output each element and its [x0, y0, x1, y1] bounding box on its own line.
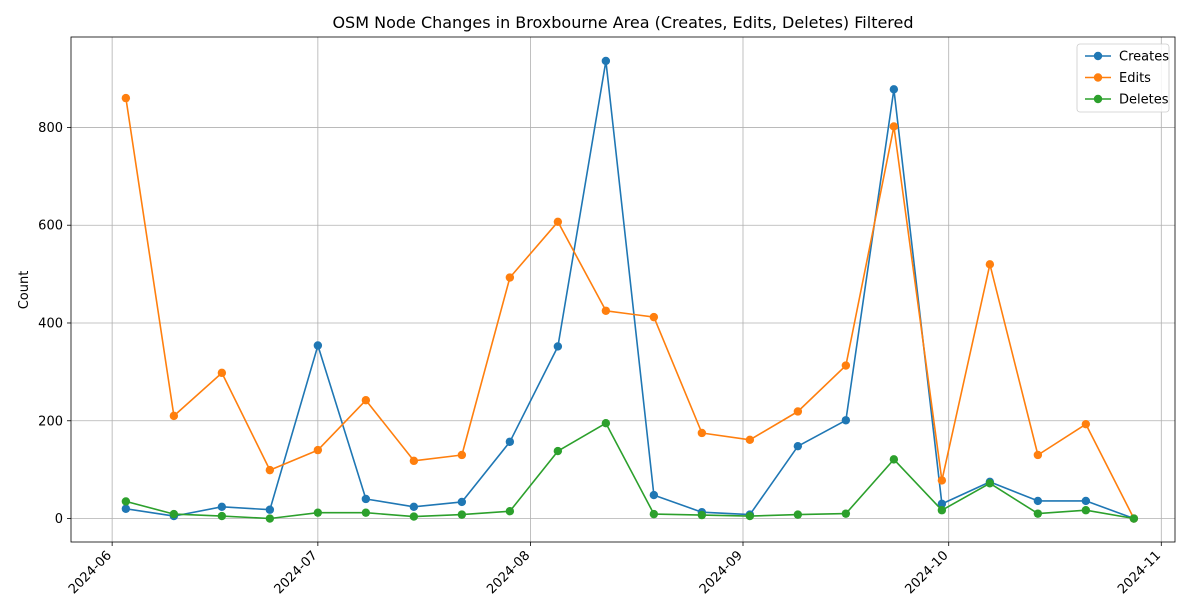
legend-marker-creates	[1093, 51, 1103, 61]
edits-point	[937, 476, 947, 485]
series-group	[121, 56, 1139, 523]
creates-point	[1033, 496, 1043, 506]
deletes-point	[121, 497, 131, 506]
deletes-point	[169, 509, 179, 519]
deletes-point	[217, 511, 227, 521]
creates-point	[841, 416, 851, 425]
x-tick-label: 2024-06	[66, 548, 115, 597]
plot-frame	[70, 36, 1176, 543]
edits-point	[745, 435, 755, 445]
series-deletes	[121, 419, 1139, 523]
grid-lines	[71, 37, 1175, 542]
x-tick-label: 2024-08	[484, 548, 533, 597]
edits-point	[361, 396, 371, 405]
edits-point	[505, 273, 515, 282]
edits-point	[793, 407, 803, 416]
edits-point	[217, 368, 227, 378]
y-tick-label: 200	[38, 414, 63, 429]
deletes-point	[1129, 514, 1139, 523]
creates-point	[601, 56, 611, 66]
creates-point	[937, 499, 947, 509]
deletes-point	[553, 446, 563, 456]
creates-point	[553, 342, 563, 351]
deletes-point	[265, 514, 275, 523]
deletes-point	[1081, 506, 1091, 515]
plot-area	[71, 37, 1175, 542]
creates-point	[649, 490, 659, 500]
edits-point	[409, 456, 419, 466]
y-tick-label: 600	[38, 219, 63, 234]
deletes-point	[793, 510, 803, 519]
deletes-point	[601, 419, 611, 428]
creates-point	[457, 497, 467, 507]
x-tick-label: 2024-07	[272, 548, 321, 597]
edits-point	[265, 465, 275, 475]
deletes-point	[409, 512, 419, 521]
edits-point	[313, 445, 323, 455]
legend-label-edits: Edits	[1119, 71, 1151, 86]
edits-point	[169, 411, 179, 421]
legend-marker-deletes	[1093, 94, 1103, 104]
x-tick-label: 2024-09	[697, 548, 746, 597]
edits-point	[649, 312, 659, 322]
creates-point	[409, 502, 419, 512]
edits-point	[1081, 419, 1091, 429]
deletes-point	[505, 507, 515, 516]
deletes-point	[889, 455, 899, 464]
edits-point	[985, 260, 995, 269]
edits-point	[889, 122, 899, 131]
deletes-point	[1033, 509, 1043, 518]
deletes-point	[361, 508, 371, 517]
deletes-point	[937, 506, 947, 515]
series-edits	[121, 93, 1139, 523]
chart-title: OSM Node Changes in Broxbourne Area (Cre…	[332, 13, 913, 32]
x-tick-label: 2024-10	[903, 548, 952, 597]
edits-point	[457, 450, 467, 460]
edits-point	[697, 428, 707, 438]
legend: Creates Edits Deletes	[1076, 43, 1170, 113]
deletes-point	[697, 510, 707, 520]
deletes-point	[649, 509, 659, 519]
creates-point	[793, 441, 803, 451]
edits-point	[553, 217, 563, 226]
creates-point	[889, 85, 899, 94]
creates-point	[1081, 496, 1091, 506]
legend-marker-edits	[1093, 73, 1103, 82]
legend-box	[1076, 43, 1170, 113]
creates-line	[125, 60, 1135, 520]
legend-label-creates: Creates	[1119, 50, 1169, 65]
edits-point	[601, 306, 611, 315]
edits-line	[125, 97, 1135, 519]
edits-point	[841, 361, 851, 370]
edits-point	[121, 93, 131, 103]
y-axis-label: Count	[17, 271, 32, 310]
creates-point	[121, 504, 131, 513]
deletes-point	[745, 511, 755, 521]
edits-point	[1033, 450, 1043, 460]
creates-point	[361, 494, 371, 504]
y-tick-label: 0	[55, 512, 63, 527]
deletes-point	[841, 509, 851, 518]
y-tick-label: 400	[38, 316, 63, 331]
y-tick-label: 800	[38, 121, 63, 136]
deletes-point	[313, 508, 323, 517]
deletes-point	[457, 510, 467, 519]
x-tick-label: 2024-11	[1115, 548, 1164, 597]
creates-point	[505, 437, 515, 446]
creates-point	[265, 505, 275, 514]
deletes-point	[985, 479, 995, 488]
creates-point	[217, 502, 227, 512]
deletes-line	[125, 422, 1135, 520]
legend-label-deletes: Deletes	[1119, 93, 1169, 108]
creates-point	[313, 341, 323, 350]
